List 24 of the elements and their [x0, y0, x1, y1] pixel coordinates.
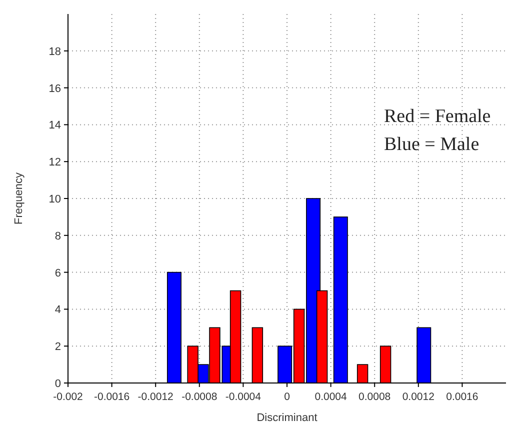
y-tick-label: 0	[54, 378, 61, 390]
y-tick-label: 18	[48, 46, 61, 58]
x-tick-label: 0.0004	[314, 391, 348, 403]
x-tick-label: 0.0016	[446, 391, 478, 403]
y-tick-label: 4	[54, 304, 61, 316]
y-tick-label: 2	[54, 341, 61, 354]
x-tick-label: 0	[284, 391, 290, 403]
y-tick-label: 12	[48, 156, 61, 169]
x-tick-label: -0.0008	[182, 391, 218, 403]
x-tick-label: -0.0012	[138, 391, 174, 403]
annotation: Blue = Male	[384, 134, 480, 155]
y-tick-label: 10	[48, 194, 61, 206]
x-tick-label: 0.0012	[402, 391, 435, 403]
x-tick-label: -0.0004	[225, 391, 262, 403]
x-tick-label: -0.0016	[94, 391, 130, 403]
y-tick-label: 6	[54, 267, 61, 280]
y-tick-label: 14	[48, 120, 61, 132]
x-tick-label: -0.002	[53, 391, 84, 403]
annotation: Red = Female	[384, 106, 491, 127]
y-tick-label: 16	[48, 82, 61, 95]
y-tick-label: 8	[54, 230, 61, 242]
y-axis-title: Frequency	[13, 172, 25, 224]
x-tick-label: 0.0008	[358, 391, 391, 403]
x-axis-title: Discriminant	[256, 412, 318, 424]
